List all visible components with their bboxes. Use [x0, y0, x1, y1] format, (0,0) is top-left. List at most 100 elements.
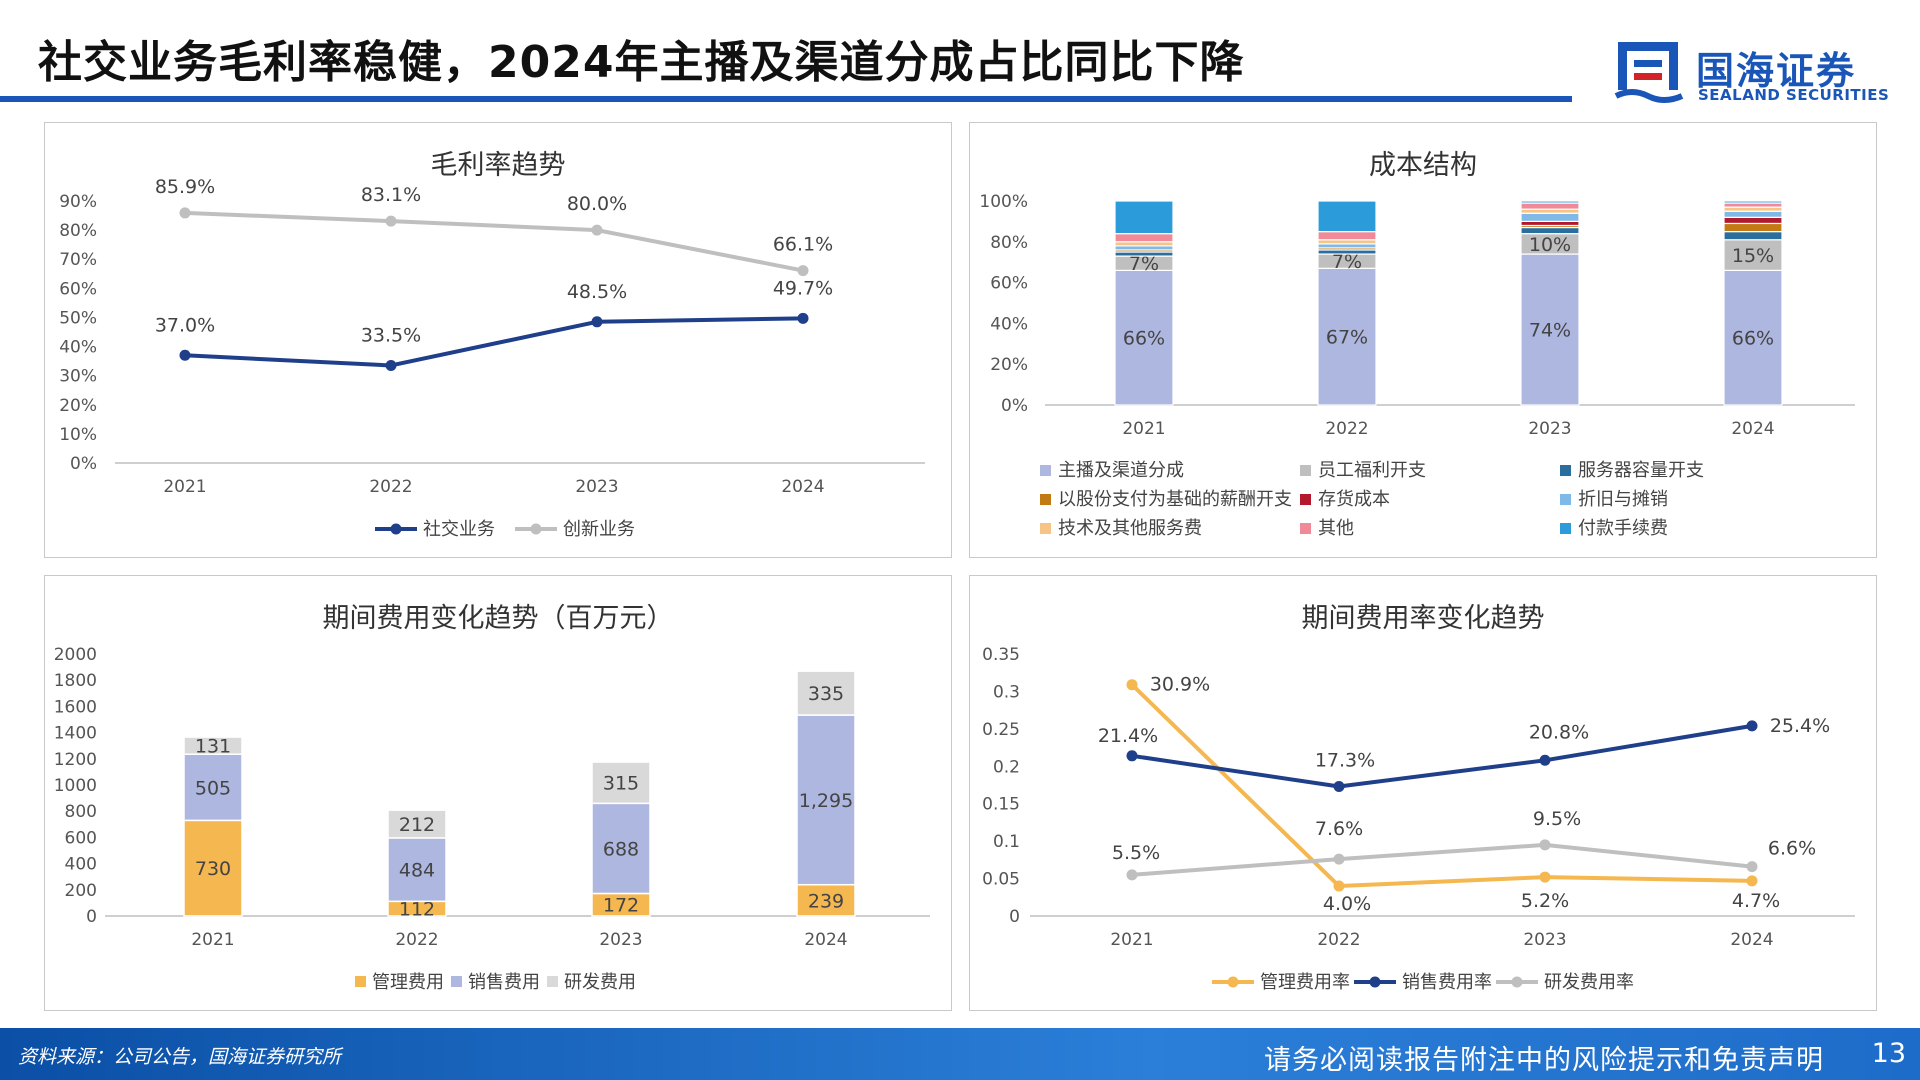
data-label: 212: [399, 814, 435, 836]
data-label: 74%: [1529, 320, 1571, 342]
bar-segment: [387, 809, 447, 839]
series-line-2: [184, 210, 804, 273]
legend-label: 员工福利开支: [1318, 460, 1426, 481]
y-tick-label: 60%: [59, 279, 97, 299]
data-point: [1539, 839, 1551, 851]
data-point: [797, 265, 809, 277]
bar-segment: [1723, 210, 1783, 218]
bar-segment: [1317, 249, 1377, 255]
series-line-1: [184, 316, 804, 368]
legend-marker: [1227, 976, 1239, 988]
x-tick-label: 2024: [1731, 419, 1774, 439]
data-label: 66.1%: [773, 234, 833, 256]
data-label: 4.0%: [1323, 893, 1371, 915]
y-tick-label: 0.05: [982, 870, 1020, 890]
y-tick-label: 0: [86, 907, 97, 927]
data-point: [179, 207, 191, 219]
data-point: [1746, 861, 1758, 873]
x-tick-label: 2021: [1110, 930, 1153, 950]
data-point: [385, 215, 397, 227]
data-label: 83.1%: [361, 184, 421, 206]
data-point: [1126, 679, 1138, 691]
bar-segment: [1317, 200, 1377, 233]
bar-segment: [1520, 208, 1580, 214]
gross-margin-panel: 毛利率趋势 0% 10% 20% 30% 40% 50% 60% 70% 80% 90% 2021 2…: [44, 122, 952, 558]
bar-segment: [1520, 202, 1580, 210]
x-tick-label: 2021: [163, 477, 206, 497]
legend-swatch: [1040, 523, 1051, 534]
x-tick-label: 2022: [369, 477, 412, 497]
bar-segment: [1317, 243, 1377, 249]
y-tick-label: 1000: [54, 776, 97, 796]
legend-label: 管理费用率: [1260, 972, 1350, 993]
bar-segment: [1317, 239, 1377, 245]
bar-segment: [1723, 216, 1783, 225]
legend-marker: [390, 523, 402, 535]
expense-ratio-chart: 0 0.05 0.1 0.15 0.2 0.25 0.3 0.35 2021 2022 2023 20…: [982, 645, 1855, 993]
legend-swatch: [1300, 523, 1311, 534]
y-tick-label: 0%: [70, 454, 97, 474]
y-tick-label: 600: [65, 828, 97, 848]
bar-segment: [1520, 220, 1580, 227]
legend-swatch: [1040, 465, 1051, 476]
data-label: 688: [603, 838, 639, 860]
x-tick-label: 2023: [575, 477, 618, 497]
bar-segment: [1317, 267, 1377, 406]
y-tick-label: 10%: [59, 425, 97, 445]
series-line-2: [1131, 723, 1753, 789]
y-tick-label: 800: [65, 802, 97, 822]
logo-text-cn: 国海证券: [1696, 49, 1857, 93]
bar-segment: [1520, 200, 1580, 204]
bar-segment: [1114, 251, 1174, 257]
legend-swatch: [355, 976, 366, 987]
y-tick-label: 400: [65, 855, 97, 875]
data-label: 85.9%: [155, 176, 215, 198]
y-tick-label: 1800: [54, 671, 97, 691]
y-tick-label: 80%: [990, 233, 1028, 253]
x-tick-label: 2022: [1317, 930, 1360, 950]
expenses-panel: 期间费用变化趋势（百万元） 0 200 400 600 800 1000 1200 1400 1…: [44, 575, 952, 1011]
data-label: 10%: [1529, 234, 1571, 256]
data-label: 239: [808, 890, 844, 912]
bar-segment: [387, 837, 447, 903]
series-line-3: [1131, 842, 1753, 877]
gross-margin-title: 毛利率趋势: [430, 150, 566, 181]
legend-label: 其他: [1318, 518, 1354, 539]
x-tick-label: 2024: [1730, 930, 1773, 950]
legend-label: 管理费用: [372, 972, 444, 993]
cost-structure-chart: 0% 20% 40% 60% 80% 100% 2021 2022 2023 2024 66% 7% 6…: [979, 192, 1855, 539]
y-tick-label: 20%: [59, 396, 97, 416]
data-label: 4.7%: [1732, 890, 1780, 912]
x-tick-label: 2024: [804, 930, 847, 950]
data-point: [1333, 853, 1345, 865]
expenses-title: 期间费用变化趋势（百万元）: [322, 603, 674, 634]
data-label: 25.4%: [1770, 715, 1830, 737]
data-label: 315: [603, 773, 639, 795]
expense-ratio-title: 期间费用率变化趋势: [1301, 603, 1545, 634]
cost-structure-title: 成本结构: [1369, 150, 1477, 181]
data-label: 131: [195, 736, 231, 758]
data-label: 17.3%: [1315, 749, 1375, 771]
data-label: 33.5%: [361, 324, 421, 346]
legend-swatch: [451, 976, 462, 987]
data-label: 484: [399, 860, 435, 882]
data-label: 6.6%: [1768, 838, 1816, 860]
legend-marker: [1511, 976, 1523, 988]
legend-label: 创新业务: [563, 519, 635, 540]
y-tick-label: 0.2: [993, 757, 1020, 777]
bar-segment: [1723, 206, 1783, 212]
y-tick-label: 0.1: [993, 832, 1020, 852]
bar-segment: [183, 736, 243, 755]
data-point: [797, 312, 809, 324]
data-point: [1746, 875, 1758, 887]
bar-segment: [1723, 222, 1783, 233]
bar-segment: [1723, 202, 1783, 208]
data-label: 9.5%: [1533, 808, 1581, 830]
y-tick-label: 80%: [59, 221, 97, 241]
y-tick-label: 1400: [54, 724, 97, 744]
data-point: [1126, 869, 1138, 881]
bar-segment: [591, 761, 651, 805]
legend-swatch: [1560, 523, 1571, 534]
gross-margin-chart: 0% 10% 20% 30% 40% 50% 60% 70% 80% 90% 2021 2022 202…: [59, 176, 925, 540]
legend-swatch: [1560, 465, 1571, 476]
